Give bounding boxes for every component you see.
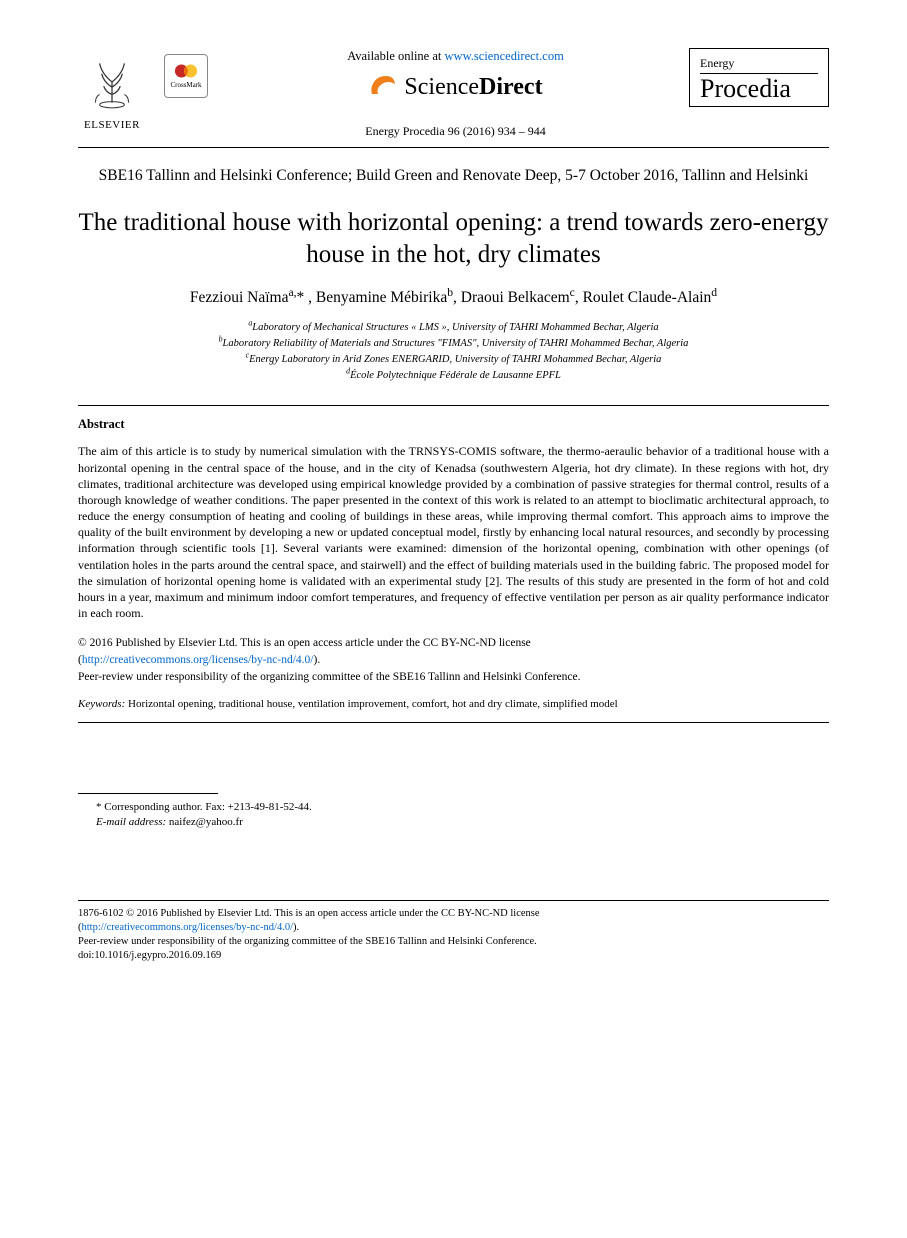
affiliation-d: dÉcole Polytechnique Fédérale de Lausann… xyxy=(78,369,829,383)
license-line1: © 2016 Published by Elsevier Ltd. This i… xyxy=(78,637,531,649)
journal-brand-box: Energy Procedia xyxy=(689,48,829,107)
footer-block: 1876-6102 © 2016 Published by Elsevier L… xyxy=(78,907,829,964)
affiliation-a-text: Laboratory of Mechanical Structures « LM… xyxy=(252,322,658,333)
affiliation-c-text: Energy Laboratory in Arid Zones ENERGARI… xyxy=(249,354,661,365)
keywords-text: Horizontal opening, traditional house, v… xyxy=(125,698,617,710)
author-2: Benyamine Mébirika xyxy=(316,289,447,306)
footer-license-link[interactable]: http://creativecommons.org/licenses/by-n… xyxy=(82,922,294,933)
license-block: © 2016 Published by Elsevier Ltd. This i… xyxy=(78,635,829,667)
affiliation-c: cEnergy Laboratory in Arid Zones ENERGAR… xyxy=(78,353,829,367)
author-1: Fezzioui Naïma xyxy=(190,289,289,306)
author-4: Roulet Claude-Alain xyxy=(583,289,712,306)
license-link[interactable]: http://creativecommons.org/licenses/by-n… xyxy=(82,654,314,666)
header-rule xyxy=(78,147,829,148)
abstract-bottom-rule xyxy=(78,722,829,723)
corresponding-author: * Corresponding author. Fax: +213-49-81-… xyxy=(96,800,829,815)
left-logo-group: ELSEVIER CrossMark xyxy=(78,48,222,133)
sd-text-b: Direct xyxy=(479,74,543,100)
affiliation-a: aLaboratory of Mechanical Structures « L… xyxy=(78,321,829,335)
author-4-affil: d xyxy=(711,286,717,299)
keywords-label: Keywords: xyxy=(78,698,125,710)
abstract-top-rule xyxy=(78,405,829,406)
elsevier-tree-icon xyxy=(78,48,146,116)
elsevier-logo: ELSEVIER xyxy=(78,48,146,133)
peer-review-line: Peer-review under responsibility of the … xyxy=(78,670,829,686)
crossmark-badge[interactable]: CrossMark xyxy=(164,54,208,98)
journal-reference: Energy Procedia 96 (2016) 934 – 944 xyxy=(222,123,689,139)
elsevier-label: ELSEVIER xyxy=(84,118,140,133)
affiliation-d-text: École Polytechnique Fédérale de Lausanne… xyxy=(350,370,561,381)
author-1-affil: a, xyxy=(288,286,296,299)
keywords-line: Keywords: Horizontal opening, traditiona… xyxy=(78,697,829,712)
footer-peer: Peer-review under responsibility of the … xyxy=(78,936,537,947)
footnote-rule xyxy=(78,793,218,794)
procedia-big: Procedia xyxy=(700,76,818,102)
email-line: E-mail address: naifez@yahoo.fr xyxy=(96,815,829,830)
author-2-affil: b xyxy=(447,286,453,299)
sciencedirect-url[interactable]: www.sciencedirect.com xyxy=(445,49,564,63)
affiliation-b-text: Laboratory Reliability of Materials and … xyxy=(223,338,689,349)
footer-rule xyxy=(78,900,829,901)
author-3: Draoui Belkacem xyxy=(461,289,570,306)
crossmark-label: CrossMark xyxy=(170,81,201,90)
footer-issn: 1876-6102 © 2016 Published by Elsevier L… xyxy=(78,908,540,919)
crossmark-icon xyxy=(173,61,199,81)
available-online-line: Available online at www.sciencedirect.co… xyxy=(222,48,689,65)
procedia-small: Energy xyxy=(700,55,818,74)
conference-line: SBE16 Tallinn and Helsinki Conference; B… xyxy=(88,166,819,187)
footer-doi: doi:10.1016/j.egypro.2016.09.169 xyxy=(78,950,221,961)
abstract-body: The aim of this article is to study by n… xyxy=(78,443,829,621)
author-3-affil: c xyxy=(570,286,575,299)
header: ELSEVIER CrossMark Available online at w… xyxy=(78,48,829,139)
email-address: naifez@yahoo.fr xyxy=(166,816,243,828)
sciencedirect-icon xyxy=(368,72,398,98)
affiliation-b: bLaboratory Reliability of Materials and… xyxy=(78,337,829,351)
article-title: The traditional house with horizontal op… xyxy=(78,207,829,270)
abstract-heading: Abstract xyxy=(78,416,829,433)
sciencedirect-logo: ScienceDirect xyxy=(222,71,689,103)
sd-text-a: Science xyxy=(404,74,479,100)
header-center: Available online at www.sciencedirect.co… xyxy=(222,48,689,139)
email-label: E-mail address: xyxy=(96,816,166,828)
authors-line: Fezzioui Naïmaa,* , Benyamine Mébirikab,… xyxy=(78,288,829,309)
available-prefix: Available online at xyxy=(347,49,444,63)
